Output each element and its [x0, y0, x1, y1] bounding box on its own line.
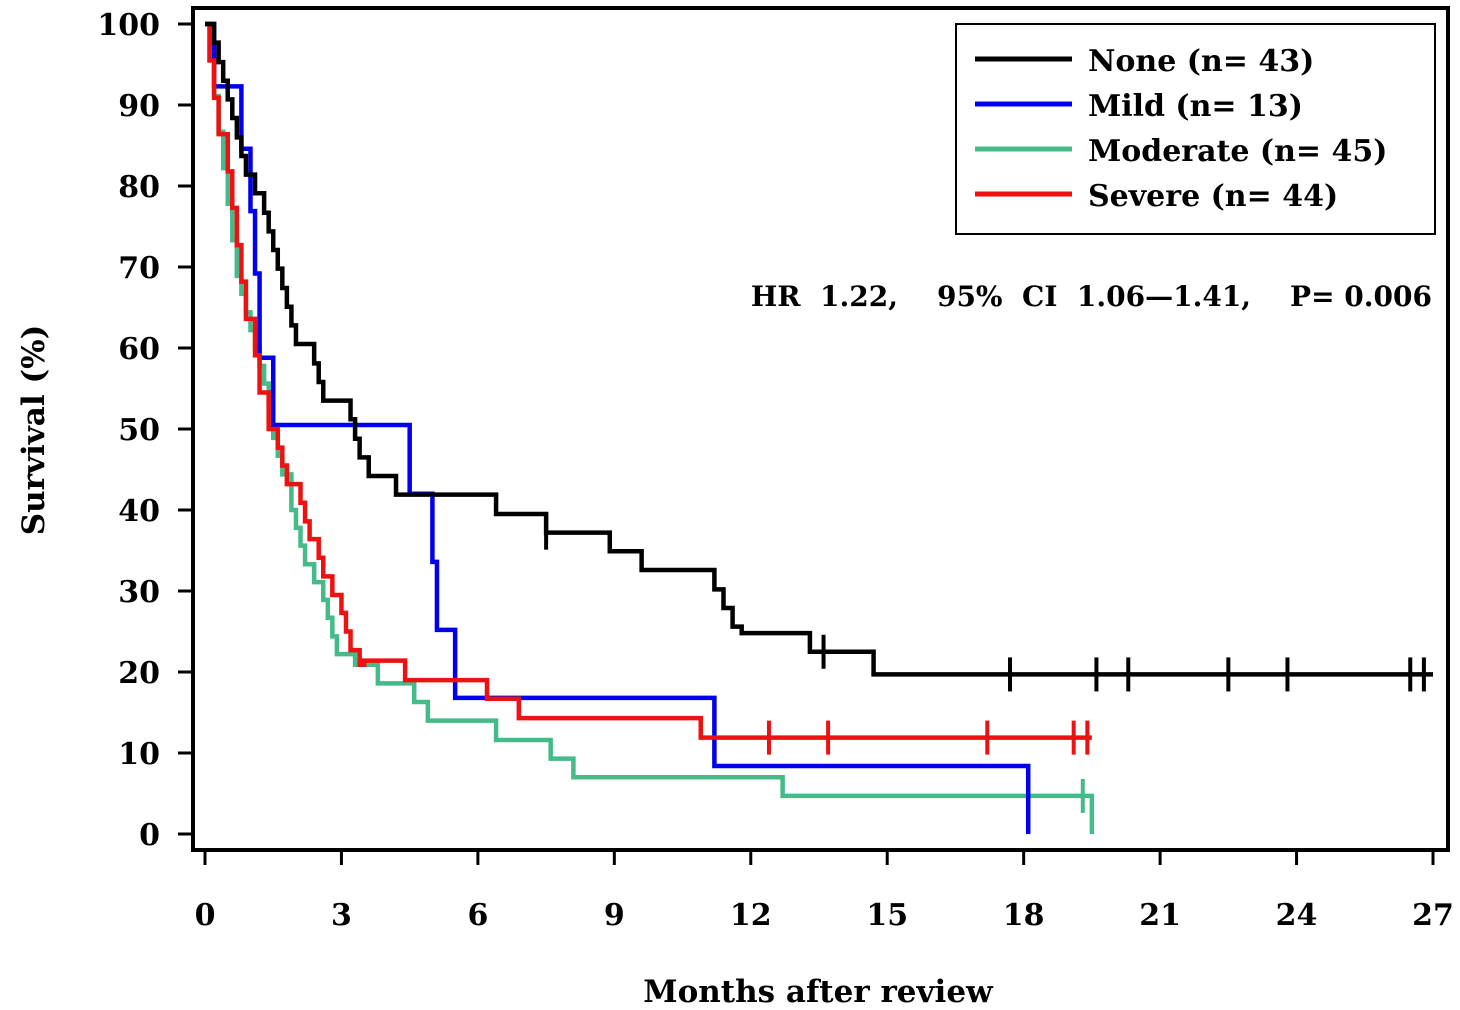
series-0	[205, 21, 1433, 692]
x-tick-label-8: 24	[1276, 898, 1318, 933]
legend-label-3: Severe (n= 44)	[1088, 179, 1338, 214]
series-line-0	[205, 21, 1433, 677]
series-layer	[205, 21, 1433, 834]
x-tick-label-1: 3	[331, 898, 352, 933]
y-tick-label-4: 40	[118, 494, 160, 529]
x-axis-title: Months after review	[643, 974, 994, 1010]
y-tick-label-5: 50	[118, 413, 160, 448]
legend-label-0: None (n= 43)	[1088, 44, 1314, 79]
x-tick-label-5: 15	[866, 898, 908, 933]
series-3	[205, 21, 1092, 755]
y-tick-label-2: 20	[118, 656, 160, 691]
x-tick-label-6: 18	[1003, 898, 1045, 933]
y-tick-label-1: 10	[118, 737, 160, 772]
y-tick-label-10: 100	[97, 8, 160, 43]
x-tick-label-3: 9	[604, 898, 625, 933]
y-tick-label-9: 90	[118, 89, 160, 124]
y-axis-title: Survival (%)	[16, 325, 52, 536]
legend: None (n= 43) Mild (n= 13) Moderate (n= 45)…	[955, 23, 1436, 235]
x-tick-label-2: 6	[467, 898, 488, 933]
series-line-3	[205, 21, 1092, 740]
legend-label-2: Moderate (n= 45)	[1088, 134, 1387, 169]
x-tick-label-7: 21	[1139, 898, 1181, 933]
x-tick-label-9: 27	[1412, 898, 1454, 933]
x-tick-label-0: 0	[195, 898, 216, 933]
x-tick-label-4: 12	[730, 898, 772, 933]
series-1	[205, 21, 1031, 834]
legend-label-1: Mild (n= 13)	[1088, 89, 1303, 124]
y-tick-label-8: 80	[118, 170, 160, 205]
y-tick-label-7: 70	[118, 251, 160, 286]
series-line-1	[205, 21, 1031, 834]
y-tick-label-0: 0	[139, 818, 160, 853]
series-line-2	[205, 21, 1095, 834]
series-2	[205, 21, 1095, 834]
axis-ticks: 0 3 6 9 12 15 18 21 24 27 0 10 20 30 40 50 60 70 80 90 100	[97, 8, 1454, 933]
stats-annotation: HR 1.22, 95% CI 1.06—1.41, P= 0.006	[751, 280, 1432, 313]
y-tick-label-6: 60	[118, 332, 160, 367]
y-tick-label-3: 30	[118, 575, 160, 610]
